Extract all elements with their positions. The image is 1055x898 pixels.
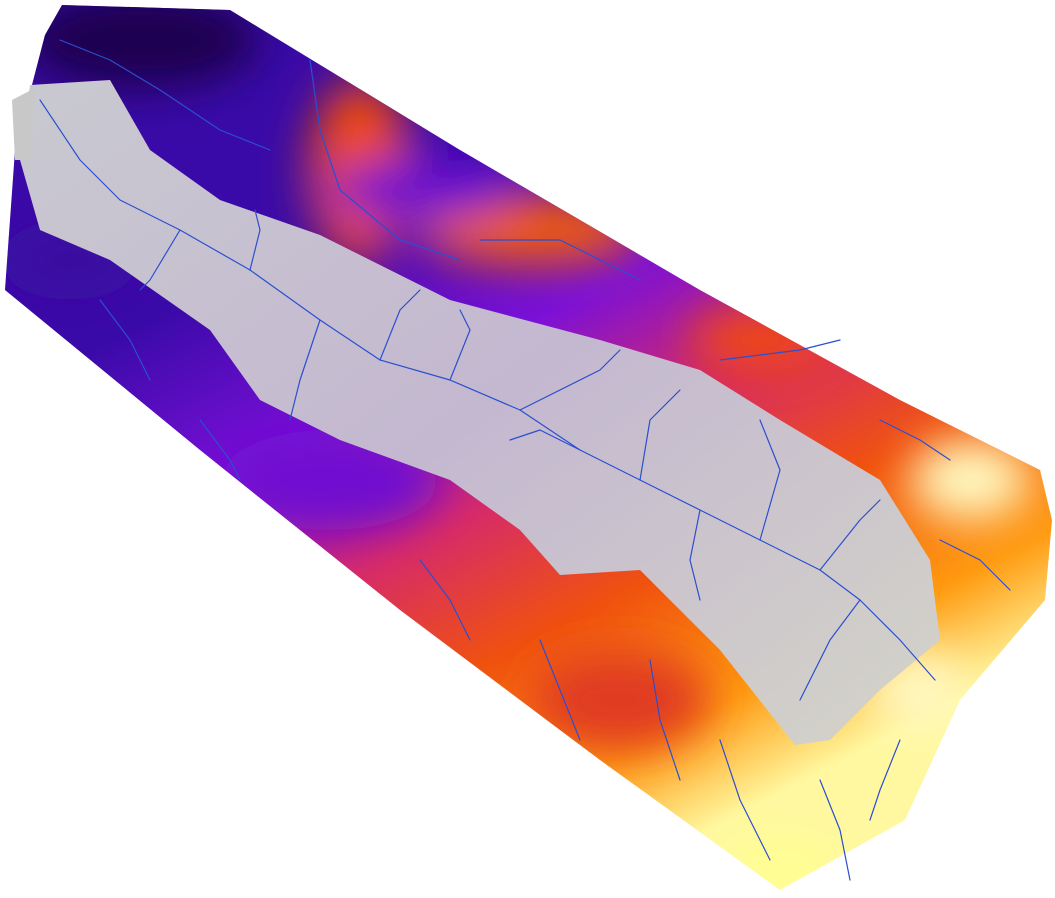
stream xyxy=(99,299,151,381)
stream xyxy=(139,229,181,291)
stream xyxy=(449,309,471,381)
stream xyxy=(879,419,951,461)
stream xyxy=(649,659,681,781)
stream xyxy=(759,419,781,541)
stream xyxy=(379,289,421,361)
stream xyxy=(479,239,641,281)
stream xyxy=(309,59,461,261)
stream xyxy=(819,499,881,571)
ridge xyxy=(530,650,710,750)
low-area xyxy=(20,5,260,90)
stream xyxy=(59,39,271,151)
stream xyxy=(199,419,241,481)
stream xyxy=(639,389,681,481)
ridge xyxy=(690,310,830,370)
stream-network xyxy=(39,39,1011,881)
stream xyxy=(539,639,581,741)
stream xyxy=(689,509,701,601)
high-area xyxy=(720,840,840,890)
stream xyxy=(519,349,621,411)
slope xyxy=(330,160,510,220)
stream xyxy=(289,319,321,421)
watershed-edge xyxy=(12,88,35,160)
stream xyxy=(719,739,771,861)
stream xyxy=(799,599,861,701)
stream xyxy=(939,539,1011,591)
stream xyxy=(819,779,851,881)
stream xyxy=(249,209,261,271)
watershed xyxy=(20,80,940,745)
stream xyxy=(419,559,471,641)
stream xyxy=(719,339,841,361)
stream xyxy=(869,739,901,821)
stream xyxy=(509,429,581,451)
high-area xyxy=(910,440,1030,520)
